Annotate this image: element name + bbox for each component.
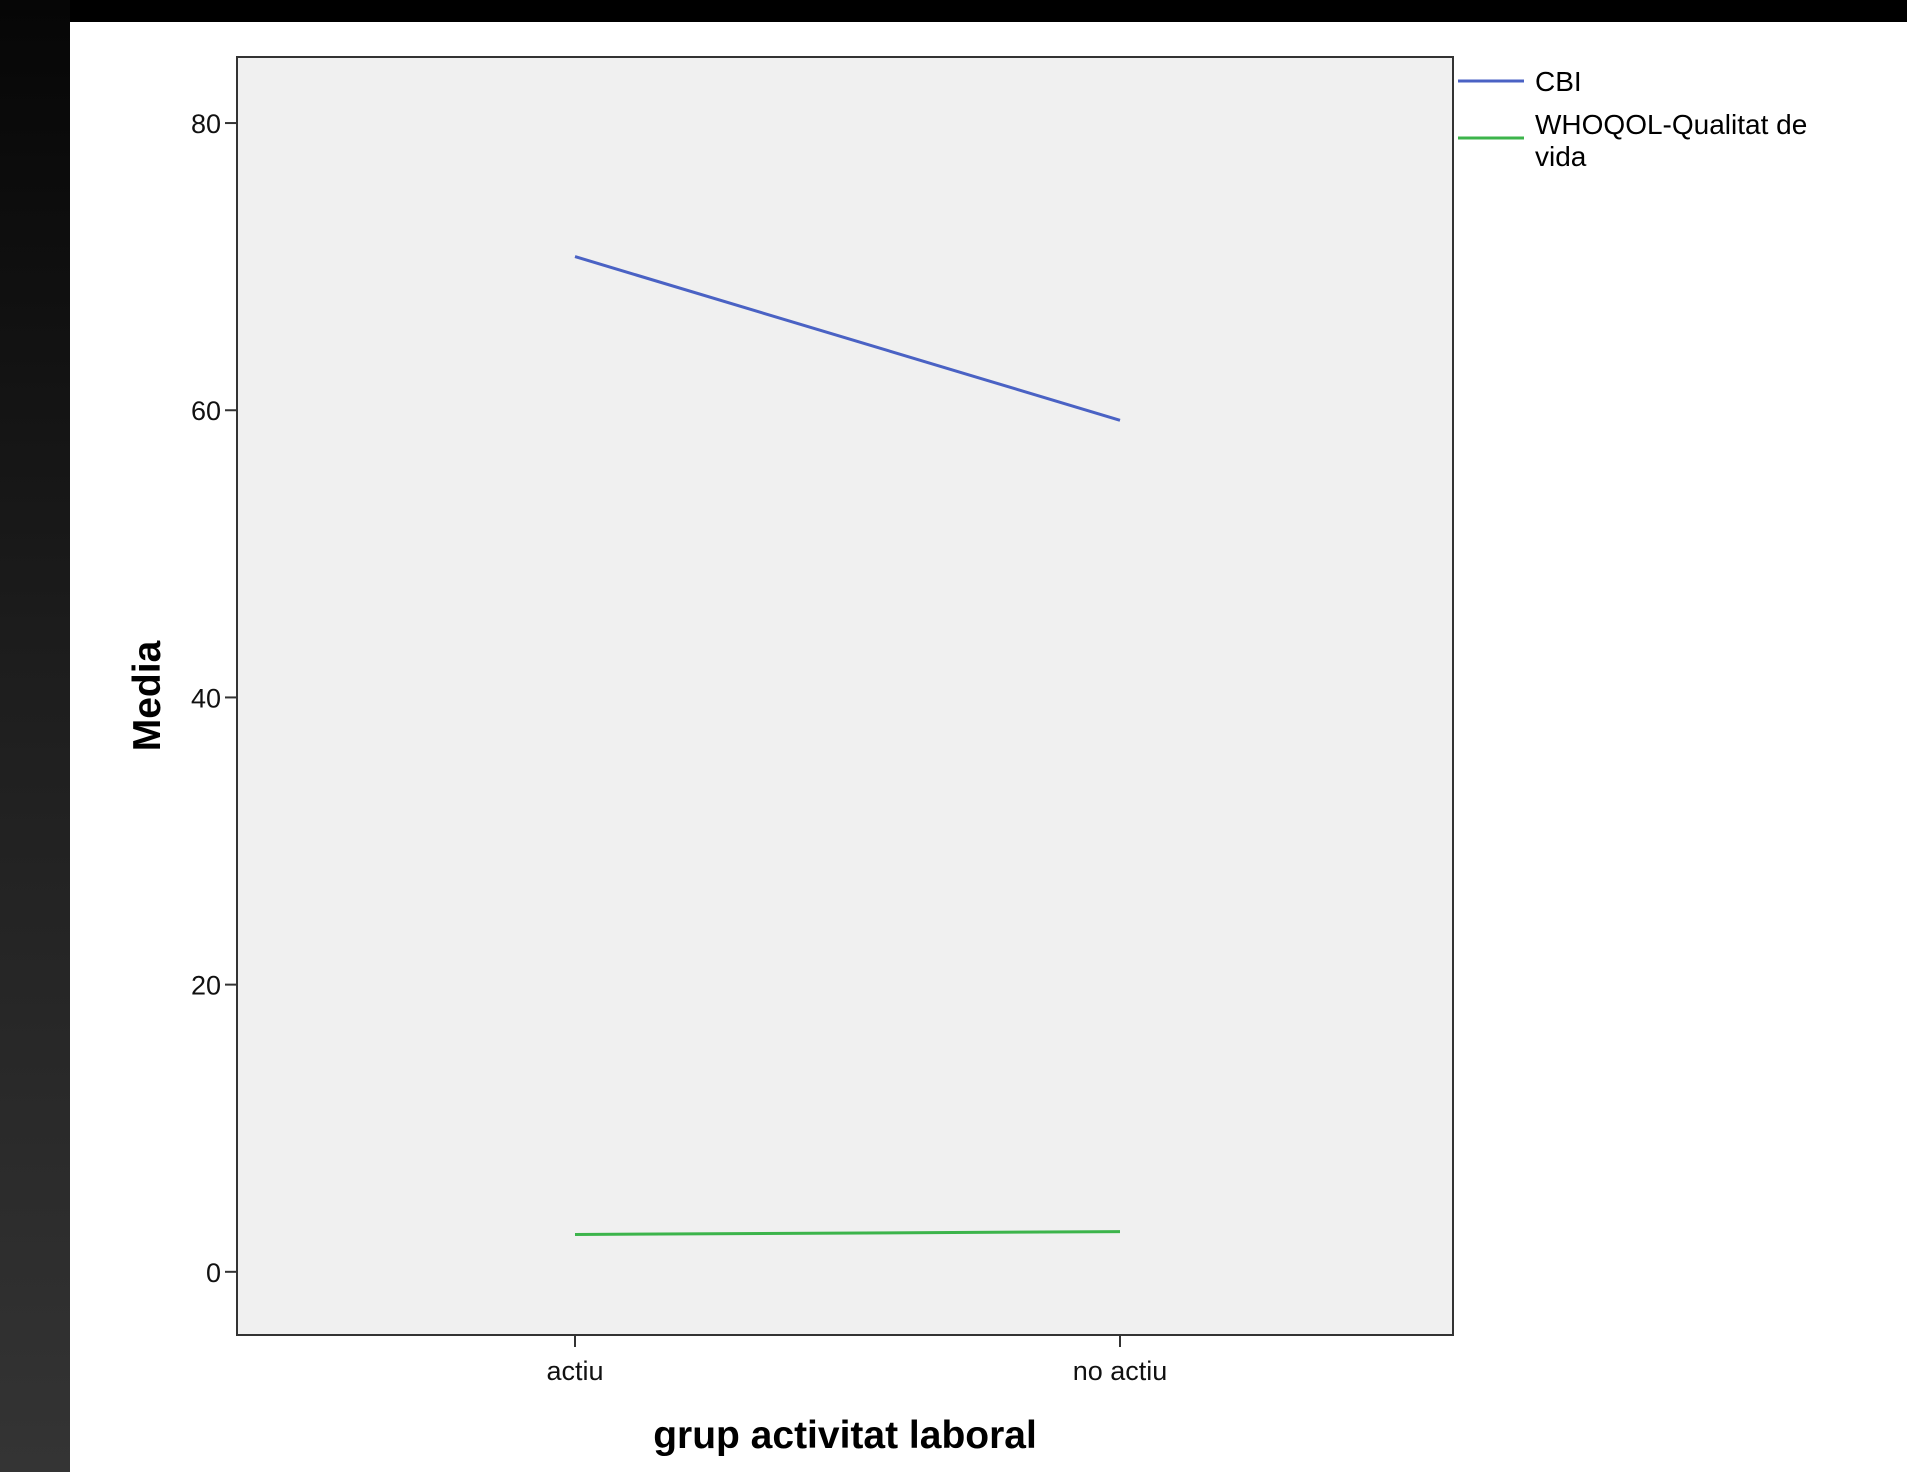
side-gradient [0, 0, 70, 1472]
x-axis: actiu no actiu [546, 1335, 1167, 1386]
series-layer [574, 255, 1121, 1236]
x-tick-label: no actiu [1073, 1356, 1168, 1386]
y-axis: 0 20 40 60 80 [191, 109, 237, 1288]
x-tick-label: actiu [546, 1356, 603, 1386]
series-line [574, 255, 1121, 422]
y-tick-label: 20 [191, 971, 221, 1001]
legend-label: WHOQOL-Qualitat de vida [1535, 109, 1807, 172]
top-band [0, 0, 1907, 22]
legend-label: CBI [1535, 66, 1582, 97]
y-tick-label: 80 [191, 109, 221, 139]
y-axis-title: Media [126, 640, 169, 751]
series-line [574, 1230, 1121, 1236]
x-axis-title: grup activitat laboral [653, 1414, 1037, 1457]
y-tick-label: 40 [191, 683, 221, 713]
plot-area [236, 56, 1454, 1336]
legend: CBI WHOQOL-Qualitat de vida [1458, 66, 1807, 172]
y-tick-label: 60 [191, 396, 221, 426]
y-tick-label: 0 [206, 1258, 221, 1288]
